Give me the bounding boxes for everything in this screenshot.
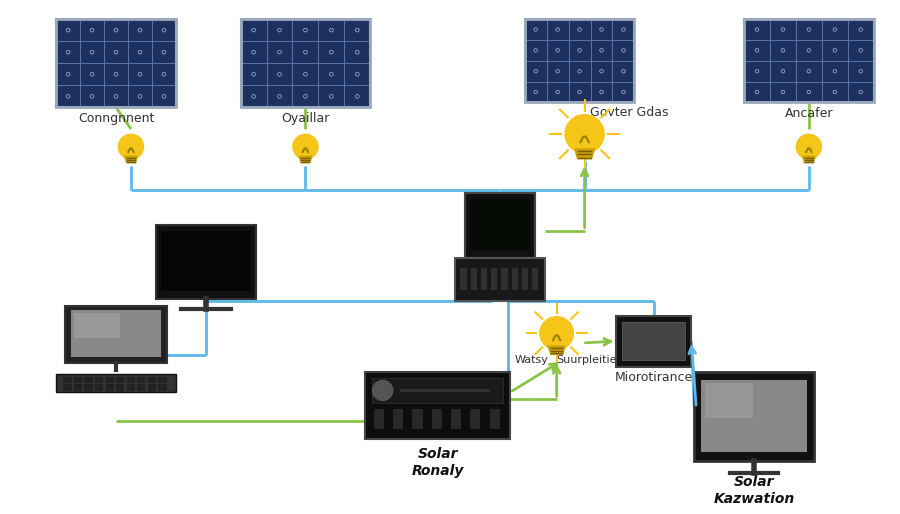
FancyBboxPatch shape	[85, 384, 93, 391]
FancyBboxPatch shape	[623, 322, 685, 360]
Circle shape	[119, 134, 143, 159]
FancyBboxPatch shape	[148, 384, 156, 391]
FancyBboxPatch shape	[365, 373, 509, 439]
FancyBboxPatch shape	[373, 378, 502, 403]
Text: Solar
Kazwation: Solar Kazwation	[714, 474, 795, 506]
Polygon shape	[299, 156, 311, 162]
Circle shape	[373, 380, 392, 400]
Text: Miorotirance: Miorotirance	[615, 372, 693, 384]
FancyBboxPatch shape	[148, 377, 156, 383]
FancyBboxPatch shape	[75, 313, 120, 338]
FancyBboxPatch shape	[374, 409, 384, 429]
FancyBboxPatch shape	[95, 377, 104, 383]
FancyBboxPatch shape	[471, 409, 481, 429]
FancyBboxPatch shape	[470, 199, 530, 250]
FancyBboxPatch shape	[481, 268, 487, 290]
Text: Ancafer: Ancafer	[785, 107, 833, 120]
FancyBboxPatch shape	[501, 268, 508, 290]
FancyBboxPatch shape	[161, 231, 250, 291]
Polygon shape	[548, 346, 565, 354]
FancyBboxPatch shape	[127, 377, 135, 383]
Circle shape	[540, 317, 573, 350]
FancyBboxPatch shape	[532, 268, 538, 290]
FancyBboxPatch shape	[74, 384, 82, 391]
Text: Conngnnent: Conngnnent	[77, 113, 154, 125]
FancyBboxPatch shape	[158, 384, 166, 391]
FancyBboxPatch shape	[158, 377, 166, 383]
FancyBboxPatch shape	[744, 19, 874, 102]
Text: Oyaillar: Oyaillar	[282, 113, 329, 125]
FancyBboxPatch shape	[455, 258, 544, 301]
FancyBboxPatch shape	[137, 384, 146, 391]
FancyBboxPatch shape	[240, 19, 370, 107]
FancyBboxPatch shape	[522, 268, 528, 290]
FancyBboxPatch shape	[63, 377, 72, 383]
FancyBboxPatch shape	[616, 316, 691, 366]
FancyBboxPatch shape	[705, 383, 753, 418]
FancyBboxPatch shape	[71, 310, 161, 357]
FancyBboxPatch shape	[412, 409, 423, 429]
FancyBboxPatch shape	[465, 193, 535, 258]
FancyBboxPatch shape	[393, 409, 403, 429]
Circle shape	[796, 134, 822, 159]
FancyBboxPatch shape	[511, 268, 517, 290]
FancyBboxPatch shape	[63, 384, 72, 391]
FancyBboxPatch shape	[491, 268, 498, 290]
FancyBboxPatch shape	[137, 377, 146, 383]
FancyBboxPatch shape	[525, 19, 634, 102]
FancyBboxPatch shape	[694, 373, 814, 461]
Text: Watsy: Watsy	[515, 355, 549, 364]
FancyBboxPatch shape	[432, 409, 442, 429]
FancyBboxPatch shape	[490, 409, 500, 429]
Text: Suurpleities: Suurpleities	[557, 355, 623, 364]
FancyBboxPatch shape	[105, 377, 114, 383]
Text: Solar
Ronaly: Solar Ronaly	[411, 447, 464, 479]
Polygon shape	[803, 156, 815, 162]
Polygon shape	[125, 156, 138, 162]
FancyBboxPatch shape	[95, 384, 104, 391]
FancyBboxPatch shape	[156, 225, 256, 299]
FancyBboxPatch shape	[116, 384, 124, 391]
FancyBboxPatch shape	[85, 377, 93, 383]
Circle shape	[292, 134, 318, 159]
FancyBboxPatch shape	[74, 377, 82, 383]
Circle shape	[565, 115, 604, 153]
FancyBboxPatch shape	[56, 374, 176, 392]
Text: Govter Gdas: Govter Gdas	[590, 106, 668, 119]
FancyBboxPatch shape	[56, 19, 176, 107]
FancyBboxPatch shape	[127, 384, 135, 391]
FancyBboxPatch shape	[471, 268, 477, 290]
FancyBboxPatch shape	[105, 384, 114, 391]
FancyBboxPatch shape	[451, 409, 461, 429]
FancyBboxPatch shape	[461, 268, 466, 290]
FancyBboxPatch shape	[701, 379, 806, 452]
FancyBboxPatch shape	[65, 306, 166, 363]
Polygon shape	[575, 149, 594, 159]
FancyBboxPatch shape	[116, 377, 124, 383]
